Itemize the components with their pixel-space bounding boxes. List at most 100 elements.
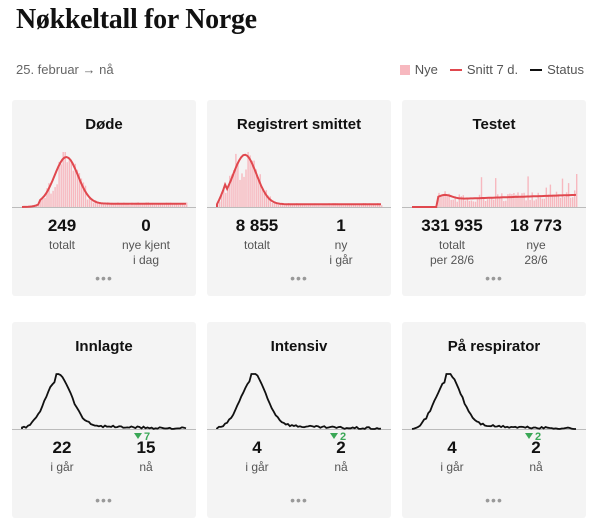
more-button[interactable]: ••• <box>485 270 503 286</box>
stat-new: 0 nye kjent i dag <box>100 216 192 268</box>
stat-now: 15 nå <box>100 438 192 475</box>
card-title: Registrert smittet <box>236 116 362 133</box>
bar <box>545 187 547 207</box>
stat-yesterday: 4 i går <box>406 438 498 475</box>
bar <box>70 161 72 207</box>
bar <box>523 192 525 207</box>
bar <box>80 178 83 207</box>
bar <box>342 205 344 207</box>
card-title: Innlagte <box>75 338 133 355</box>
bar <box>541 198 543 207</box>
bar <box>448 193 450 207</box>
bar <box>54 187 56 207</box>
more-button[interactable]: ••• <box>95 270 113 286</box>
bar <box>440 195 442 207</box>
stat-label: nå <box>334 460 348 474</box>
bar <box>143 204 145 207</box>
bar <box>346 204 348 207</box>
bar <box>493 199 495 207</box>
card-respirator: På respirator 2 4 i går 2 nå ••• <box>402 322 586 518</box>
bar <box>543 198 545 207</box>
stat-total: 8 855 totalt <box>211 216 303 253</box>
bar <box>44 198 46 207</box>
more-button[interactable]: ••• <box>290 270 308 286</box>
stat-now: 2 nå <box>490 438 582 475</box>
stat-value: 249 <box>47 216 77 235</box>
line-avg <box>21 155 186 208</box>
bar <box>482 198 485 207</box>
bar <box>129 205 131 207</box>
delta-value: 2 <box>535 431 542 443</box>
bar <box>456 201 458 207</box>
bar <box>96 202 99 207</box>
more-button[interactable]: ••• <box>95 492 113 508</box>
bar <box>555 191 558 207</box>
bar <box>135 202 137 207</box>
bar <box>184 205 186 207</box>
bar <box>480 177 483 207</box>
stat-value: 331 935 <box>421 216 483 235</box>
bar <box>66 162 68 207</box>
legend-label-new: Nye <box>414 62 438 77</box>
card-deaths: Døde 249 totalt 0 nye kjent i dag ••• <box>12 100 196 296</box>
more-button[interactable]: ••• <box>290 492 308 508</box>
bar <box>159 203 162 207</box>
bar <box>283 205 286 207</box>
bar <box>537 192 539 207</box>
bar <box>352 204 355 207</box>
bar <box>249 155 251 207</box>
bar <box>478 194 481 207</box>
bar <box>488 197 491 207</box>
bar <box>320 205 322 207</box>
bar <box>289 204 292 207</box>
bar <box>517 192 519 207</box>
bar <box>265 190 267 207</box>
delta-badge: 2 <box>330 431 346 443</box>
bar <box>88 198 91 207</box>
bar <box>113 203 115 207</box>
bar <box>291 203 294 207</box>
bar <box>177 204 180 207</box>
bars-new <box>24 152 188 207</box>
bar <box>139 203 141 207</box>
bar <box>273 201 276 207</box>
bar <box>121 203 123 207</box>
bar <box>576 174 578 207</box>
bar <box>310 204 312 207</box>
bar <box>438 192 440 207</box>
bar <box>553 194 556 207</box>
bar <box>111 202 113 207</box>
bar <box>360 203 363 207</box>
bar <box>316 205 318 207</box>
bar <box>225 192 227 207</box>
bar <box>464 200 466 207</box>
bar <box>529 199 531 207</box>
bar <box>74 163 76 207</box>
stat-label: i går <box>245 460 269 474</box>
bar <box>505 200 507 207</box>
bar <box>344 205 346 207</box>
line-status <box>21 373 187 430</box>
bar <box>381 205 383 207</box>
stat-value: 15 <box>136 438 156 457</box>
card-cases: Registrert smittet 8 855 totalt 1 ny i g… <box>207 100 391 296</box>
more-button[interactable]: ••• <box>485 492 503 508</box>
bar <box>531 192 533 207</box>
bar <box>565 192 568 207</box>
bar <box>42 198 44 207</box>
stat-label: i går <box>50 460 74 474</box>
chart-legend: Nye Snitt 7 d. Status <box>399 62 584 77</box>
bar <box>175 203 178 207</box>
delta-value: 7 <box>144 431 151 443</box>
bar <box>285 204 288 207</box>
bar <box>64 152 66 207</box>
bar <box>141 203 143 207</box>
bar <box>474 201 477 207</box>
bar <box>350 204 352 207</box>
bar <box>354 204 357 207</box>
stat-label: ny i går <box>329 238 353 267</box>
bar <box>76 169 79 207</box>
bar <box>551 194 554 207</box>
bar <box>105 204 107 207</box>
bar <box>563 196 566 207</box>
